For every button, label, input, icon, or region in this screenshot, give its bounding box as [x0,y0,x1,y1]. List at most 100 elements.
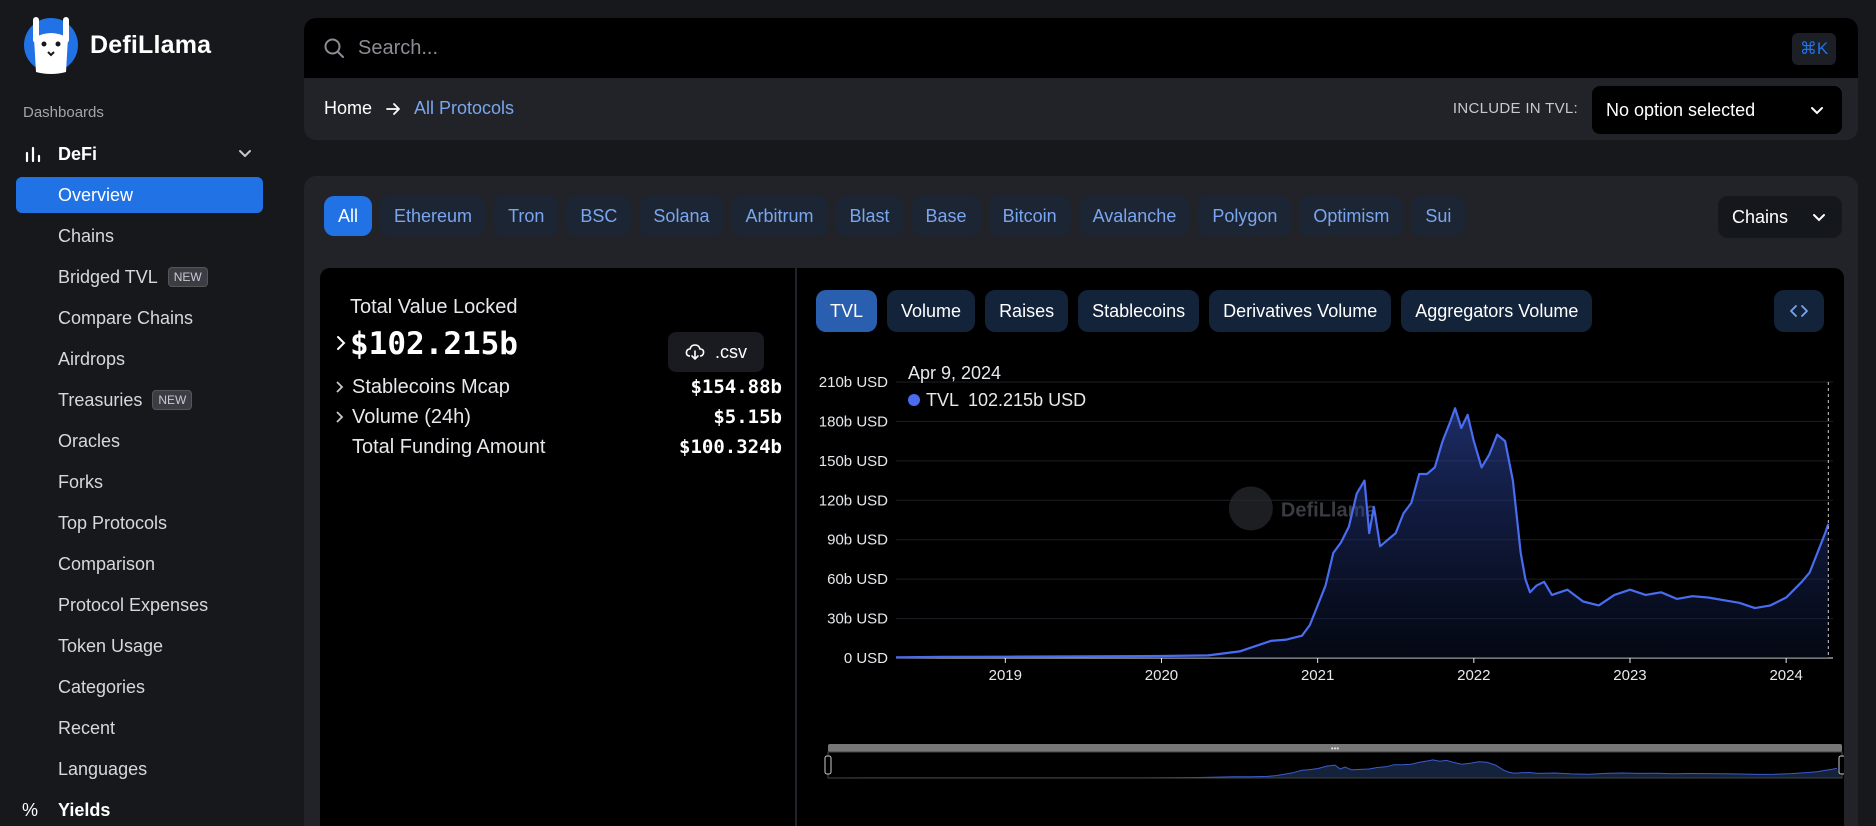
sidebar-item-label: Top Protocols [58,512,168,533]
logo[interactable]: DefiLlama [22,12,211,78]
tooltip-value: 102.215b USD [968,390,1086,410]
sidebar-item-recent[interactable]: Recent [16,710,263,746]
brand-name: DefiLlama [90,30,212,59]
sidebar-item-categories[interactable]: Categories [16,669,263,705]
stat-name: Volume (24h) [352,405,471,428]
metric-tab-tvl[interactable]: TVL [816,290,878,332]
search-shortcut-badge: ⌘K [1792,33,1836,65]
sidebar-item-label: Protocol Expenses [58,594,209,615]
sidebar-item-airdrops[interactable]: Airdrops [16,341,263,377]
chain-tab-ethereum[interactable]: Ethereum [380,196,487,236]
sidebar-item-label: Airdrops [58,348,126,369]
sidebar-item-token-usage[interactable]: Token Usage [16,628,263,664]
y-tick-label: 120b USD [819,492,888,509]
breadcrumb-current[interactable]: All Protocols [414,98,515,118]
sidebar-item-label: Languages [58,758,148,779]
watermark-logo-icon [1228,486,1273,531]
sidebar-item-label: Overview [58,184,134,205]
chain-tab-blast[interactable]: Blast [835,196,904,236]
chains-dropdown[interactable]: Chains [1718,196,1842,238]
include-in-tvl-select[interactable]: No option selected [1592,86,1842,134]
sidebar-item-bridged-tvl[interactable]: Bridged TVL NEW [16,259,263,295]
tvl-chart[interactable]: 0 USD 30b USD 60b USD 90b USD 120b USD 150b U… [796,350,1844,826]
embed-code-button[interactable] [1774,290,1824,332]
tooltip-date: Apr 9, 2024 [908,363,1001,383]
range-slider-bar[interactable] [828,744,1842,752]
defi-section-toggle[interactable]: DeFi [22,140,262,168]
chain-tab-avalanche[interactable]: Avalanche [1078,196,1191,236]
y-tick-label: 60b USD [827,571,888,588]
chain-tab-bsc[interactable]: BSC [566,196,632,236]
y-tick-label: 0 USD [844,650,888,667]
chain-tab-sui[interactable]: Sui [1411,196,1466,236]
chain-tab-optimism[interactable]: Optimism [1299,196,1404,236]
metric-tab-stablecoins[interactable]: Stablecoins [1078,290,1200,332]
sidebar-item-oracles[interactable]: Oracles [16,423,263,459]
sidebar-item-chains[interactable]: Chains [16,218,263,254]
sidebar-item-label: Forks [58,471,103,492]
sidebar-item-label: Categories [58,676,146,697]
stat-row-volume-24h-[interactable]: Volume (24h) $5.15b [332,402,782,432]
code-icon [1790,305,1808,317]
chevron-down-icon [1811,107,1823,115]
chevron-right-icon[interactable] [332,334,350,352]
download-csv-button[interactable]: .csv [668,332,764,372]
x-tick-label: 2023 [1613,667,1646,684]
minimap-line [827,759,1838,779]
tvl-label: Total Value Locked [350,296,518,318]
tvl-value: $102.215b [350,326,518,362]
y-tick-label: 210b USD [819,374,888,391]
series-line-tvl[interactable] [895,407,1830,659]
stat-row-stablecoins-mcap[interactable]: Stablecoins Mcap $154.88b [332,372,782,402]
sidebar-item-protocol-expenses[interactable]: Protocol Expenses [16,587,263,623]
search-icon [324,38,344,58]
bar-chart-icon [25,146,41,163]
metric-tab-aggregators-volume[interactable]: Aggregators Volume [1401,290,1593,332]
sidebar-item-forks[interactable]: Forks [16,464,263,500]
chains-dropdown-label: Chains [1732,206,1789,227]
sidebar-item-yields[interactable]: % Yields [22,800,110,821]
top-bar: ⌘K Home All Protocols INCLUDE IN TVL: No… [304,18,1858,140]
chain-tab-polygon[interactable]: Polygon [1198,196,1292,236]
chain-tab-bitcoin[interactable]: Bitcoin [988,196,1071,236]
csv-label: .csv [714,341,747,362]
sidebar-item-comparison[interactable]: Comparison [16,546,263,582]
sidebar-item-overview[interactable]: Overview [16,177,263,213]
metric-tabs: TVL Volume Raises Stablecoins Derivatives Vo… [816,290,1593,332]
chain-tab-arbitrum[interactable]: Arbitrum [731,196,828,236]
stat-row-total-funding-amount: Total Funding Amount $100.324b [332,432,782,462]
breadcrumb-home[interactable]: Home [324,98,373,118]
minimap-area [828,759,1842,778]
sidebar-item-treasuries[interactable]: Treasuries NEW [16,382,263,418]
chain-tab-solana[interactable]: Solana [639,196,724,236]
chain-tabs: All Ethereum Tron BSC Solana Arbitrum Blast Bas… [324,196,1466,236]
y-tick-label: 180b USD [819,413,888,430]
sidebar-item-label: Compare Chains [58,307,194,328]
metric-tab-derivatives-volume[interactable]: Derivatives Volume [1209,290,1392,332]
chevron-right-icon [336,411,344,423]
chain-tab-tron[interactable]: Tron [494,196,559,236]
sidebar-item-top-protocols[interactable]: Top Protocols [16,505,263,541]
range-handle-left[interactable] [824,755,832,775]
x-tick-label: 2021 [1301,667,1334,684]
x-tick-label: 2024 [1769,667,1802,684]
x-tick-label: 2020 [1145,667,1178,684]
chain-tab-all[interactable]: All [324,196,373,236]
chevron-right-icon [336,381,344,393]
metric-tab-raises[interactable]: Raises [985,290,1069,332]
sidebar-item-label: Token Usage [58,635,164,656]
sidebar-item-compare-chains[interactable]: Compare Chains [16,300,263,336]
x-tick-label: 2022 [1457,667,1490,684]
search-input[interactable] [358,36,1658,60]
main-panel: All Ethereum Tron BSC Solana Arbitrum Blast Bas… [304,176,1858,826]
series-area-tvl [896,408,1829,658]
dashboards-label: Dashboards [23,104,104,121]
chain-tab-base[interactable]: Base [911,196,981,236]
metric-tab-volume[interactable]: Volume [887,290,976,332]
y-tick-label: 90b USD [827,532,888,549]
overview-content: Total Value Locked $102.215b .csv Stable… [320,268,1844,826]
range-handle-right[interactable] [1838,755,1844,775]
stat-value: $5.15b [713,406,782,428]
sidebar-item-languages[interactable]: Languages [16,751,263,787]
